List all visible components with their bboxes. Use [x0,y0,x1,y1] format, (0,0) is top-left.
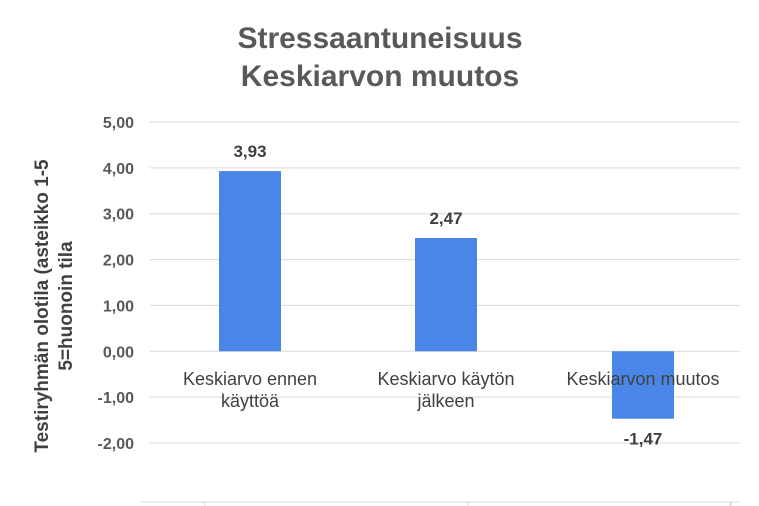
y-tick-label: 5,00 [103,115,134,132]
y-axis-ticks: -2,00 -1,00 0,00 1,00 2,00 3,00 4,00 5,00 [98,115,135,453]
bottom-axis-ticks [140,501,740,506]
y-tick-label: 3,00 [103,207,134,224]
category-label: Keskiarvo käytön [377,369,514,389]
y-tick-label: 1,00 [103,298,134,315]
category-label: käyttöä [221,391,280,411]
bar [415,238,477,352]
y-tick-label: 2,00 [103,253,134,270]
y-axis-title-line-2: 5=huonoin tila [56,241,77,371]
y-axis-title-line-1: Testiryhmän olotila (asteikko 1-5 [32,159,53,453]
bars [219,171,674,419]
category-label: Keskiarvo ennen [183,369,317,389]
bar [612,351,674,419]
y-tick-label: 4,00 [103,161,134,178]
bar [219,171,281,352]
chart-title: Stressaantuneisuus Keskiarvon muutos [237,22,522,93]
data-labels: 3,93 2,47 -1,47 [233,142,662,449]
data-label: 2,47 [429,209,462,228]
y-axis-title: Testiryhmän olotila (asteikko 1-5 5=huon… [32,159,77,453]
category-label: Keskiarvon muutos [566,369,719,389]
chart-title-line-1: Stressaantuneisuus [237,22,522,55]
chart-title-line-2: Keskiarvon muutos [241,60,519,93]
y-tick-label: 0,00 [103,344,134,361]
category-label: jälkeen [416,391,474,411]
y-tick-label: -2,00 [98,436,135,453]
data-label: 3,93 [233,142,266,161]
y-tick-label: -1,00 [98,390,135,407]
data-label: -1,47 [624,430,663,449]
